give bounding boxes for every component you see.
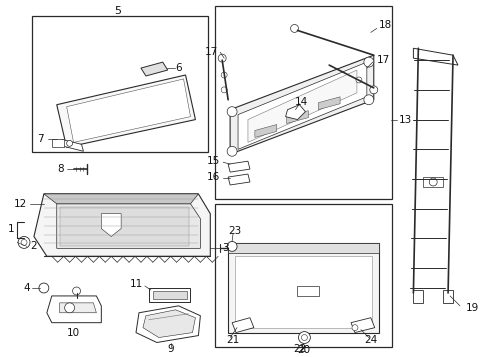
Polygon shape — [47, 296, 101, 323]
Text: 24: 24 — [363, 335, 377, 345]
Circle shape — [39, 283, 49, 293]
Polygon shape — [57, 75, 195, 147]
Bar — [215, 204, 391, 347]
Circle shape — [218, 54, 226, 62]
Polygon shape — [227, 243, 378, 333]
Polygon shape — [44, 194, 198, 204]
Text: 17: 17 — [376, 55, 389, 65]
Text: 5: 5 — [114, 6, 121, 16]
Circle shape — [227, 241, 237, 251]
Circle shape — [363, 57, 373, 67]
Polygon shape — [229, 55, 373, 154]
Polygon shape — [34, 194, 210, 256]
Text: 22: 22 — [292, 345, 305, 355]
Polygon shape — [297, 286, 318, 296]
Polygon shape — [227, 243, 378, 253]
Text: 19: 19 — [465, 303, 478, 313]
Text: 13: 13 — [398, 115, 411, 125]
Text: 17: 17 — [205, 47, 218, 57]
Polygon shape — [143, 310, 195, 337]
Polygon shape — [285, 105, 305, 120]
Circle shape — [351, 325, 357, 331]
Text: 21: 21 — [226, 335, 239, 345]
Polygon shape — [238, 62, 366, 149]
Circle shape — [18, 236, 30, 248]
Circle shape — [227, 146, 237, 156]
Polygon shape — [152, 291, 186, 299]
Polygon shape — [412, 48, 457, 65]
Circle shape — [64, 303, 75, 313]
Circle shape — [290, 25, 298, 32]
Polygon shape — [60, 207, 188, 246]
Polygon shape — [442, 290, 452, 303]
Text: 9: 9 — [167, 345, 174, 355]
Polygon shape — [52, 139, 63, 147]
Polygon shape — [136, 306, 200, 342]
Circle shape — [73, 287, 80, 295]
Circle shape — [221, 72, 227, 78]
Polygon shape — [412, 290, 423, 303]
Polygon shape — [227, 174, 249, 185]
Polygon shape — [232, 318, 253, 333]
Circle shape — [227, 107, 237, 117]
Text: 18: 18 — [378, 20, 391, 30]
Polygon shape — [149, 288, 190, 302]
Text: 23: 23 — [227, 226, 241, 236]
Text: 1: 1 — [7, 223, 14, 233]
Text: 15: 15 — [207, 156, 220, 166]
Polygon shape — [66, 79, 190, 142]
Text: 7: 7 — [37, 134, 44, 144]
Circle shape — [298, 332, 310, 343]
Bar — [32, 16, 208, 152]
Circle shape — [369, 86, 377, 94]
Polygon shape — [423, 177, 442, 187]
Text: 11: 11 — [129, 279, 143, 289]
Circle shape — [66, 140, 73, 146]
Text: 20: 20 — [296, 346, 309, 356]
Polygon shape — [318, 97, 339, 110]
Polygon shape — [227, 161, 249, 172]
Text: 4: 4 — [23, 283, 30, 293]
Polygon shape — [255, 125, 276, 137]
Polygon shape — [235, 256, 371, 328]
Text: 14: 14 — [294, 97, 307, 107]
Polygon shape — [61, 139, 83, 151]
Circle shape — [21, 240, 27, 245]
Text: 16: 16 — [207, 172, 220, 182]
Circle shape — [428, 178, 436, 186]
Text: 12: 12 — [14, 199, 27, 209]
Text: 6: 6 — [175, 63, 182, 73]
Polygon shape — [101, 214, 121, 236]
Polygon shape — [247, 70, 356, 142]
Polygon shape — [350, 318, 374, 333]
Bar — [215, 6, 391, 199]
Text: 2: 2 — [30, 241, 36, 251]
Circle shape — [301, 335, 307, 341]
Text: 3: 3 — [222, 243, 228, 253]
Polygon shape — [57, 204, 200, 248]
Polygon shape — [286, 111, 308, 124]
Text: 10: 10 — [67, 328, 80, 338]
Circle shape — [221, 87, 227, 93]
Polygon shape — [60, 303, 96, 313]
Polygon shape — [141, 62, 167, 76]
Circle shape — [355, 77, 361, 83]
Circle shape — [363, 95, 373, 105]
Text: 8: 8 — [57, 164, 63, 174]
